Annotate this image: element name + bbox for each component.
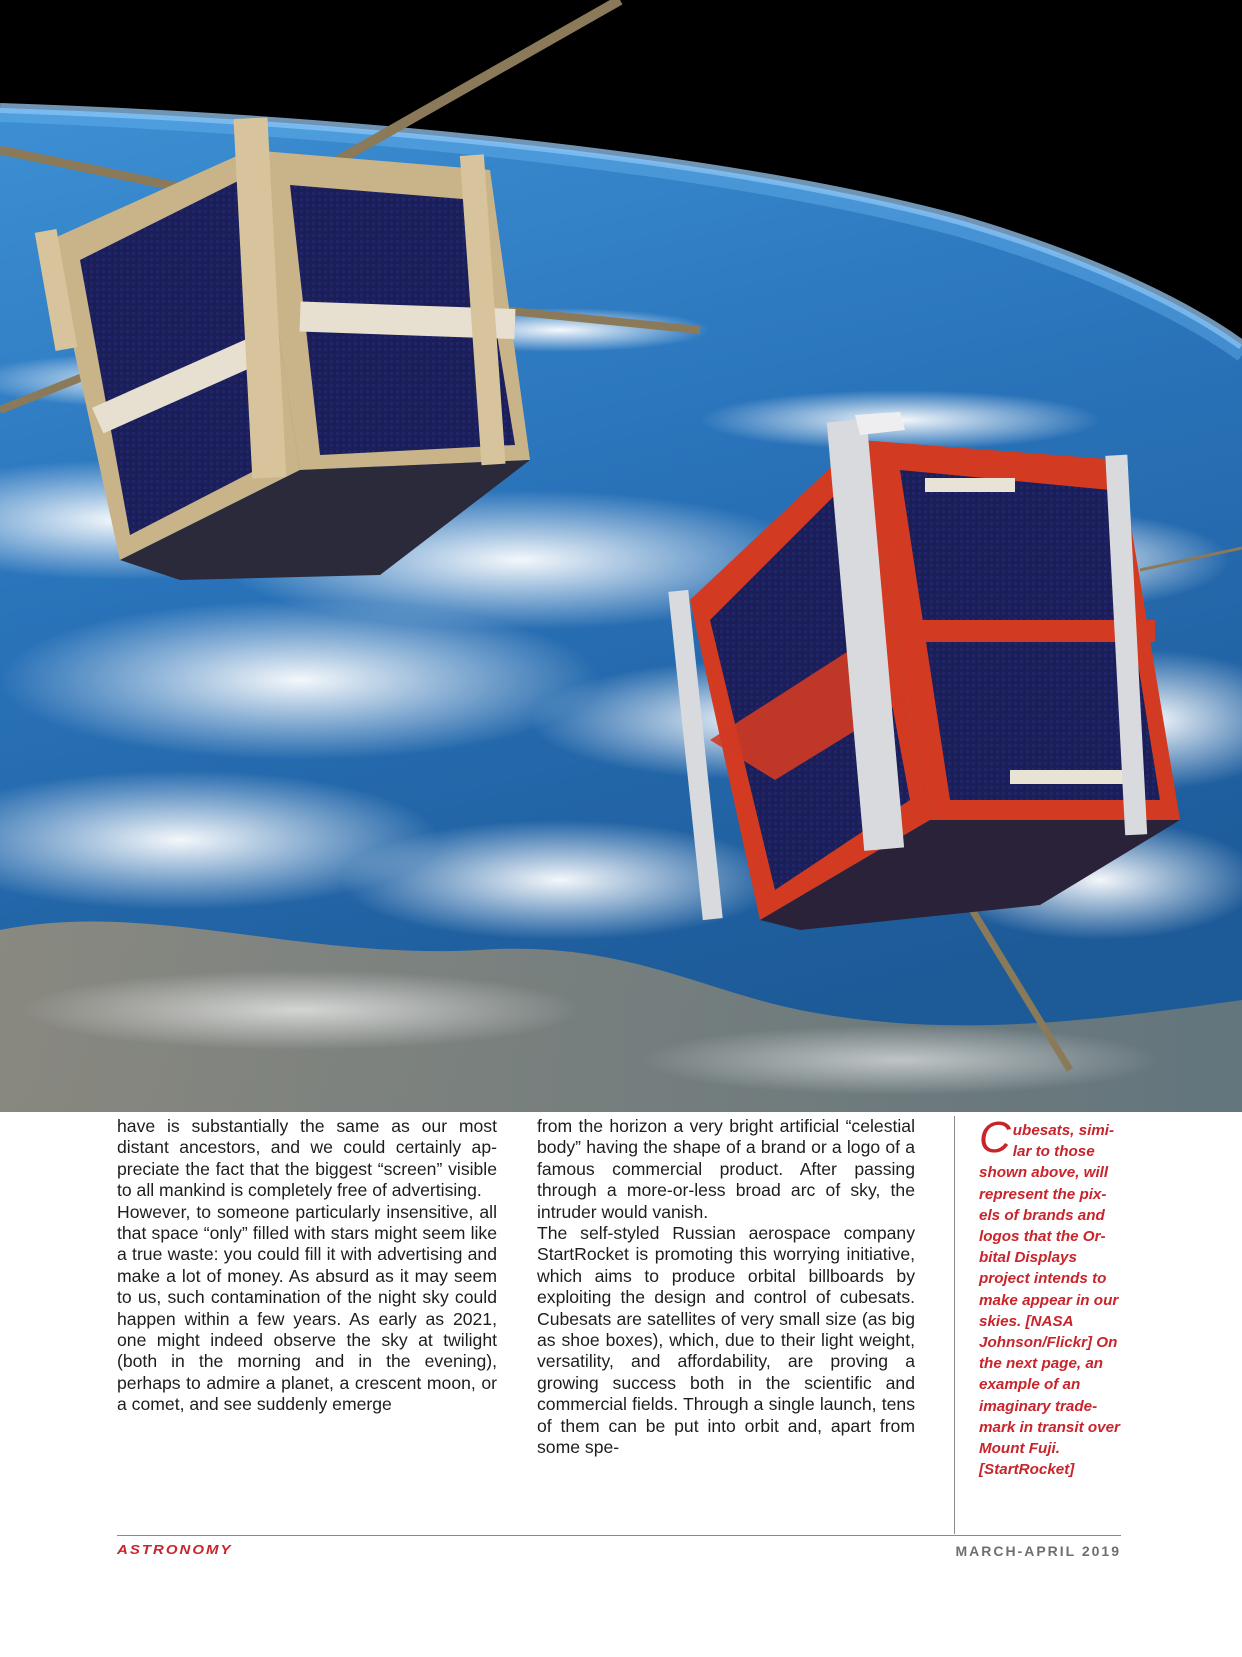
red-cubesat bbox=[668, 412, 1242, 1072]
article-paragraph: The self-styled Russian aerospace compan… bbox=[537, 1223, 915, 1458]
hero-illustration bbox=[0, 0, 1242, 1112]
article-paragraph: However, to someone particularly insensi… bbox=[117, 1201, 497, 1415]
caption-drop-cap: C bbox=[979, 1113, 1011, 1162]
gold-cubesat bbox=[0, 0, 701, 580]
issue-date: MARCH-APRIL 2019 bbox=[955, 1543, 1121, 1559]
magazine-logo: ASTRONOMY bbox=[117, 1543, 233, 1558]
cubesats-over-earth-image bbox=[0, 0, 1242, 1112]
footer-rule bbox=[117, 1535, 1121, 1536]
caption-text: ubesats, simi­lar to those shown above, … bbox=[979, 1122, 1120, 1479]
article-column-1: have is substantially the same as our mo… bbox=[117, 1116, 497, 1416]
caption-divider bbox=[954, 1116, 955, 1534]
article-column-2: from the horizon a very bright artificia… bbox=[537, 1116, 915, 1459]
article-paragraph: from the horizon a very bright artificia… bbox=[537, 1116, 915, 1222]
article-paragraph: have is substantially the same as our mo… bbox=[117, 1116, 497, 1201]
